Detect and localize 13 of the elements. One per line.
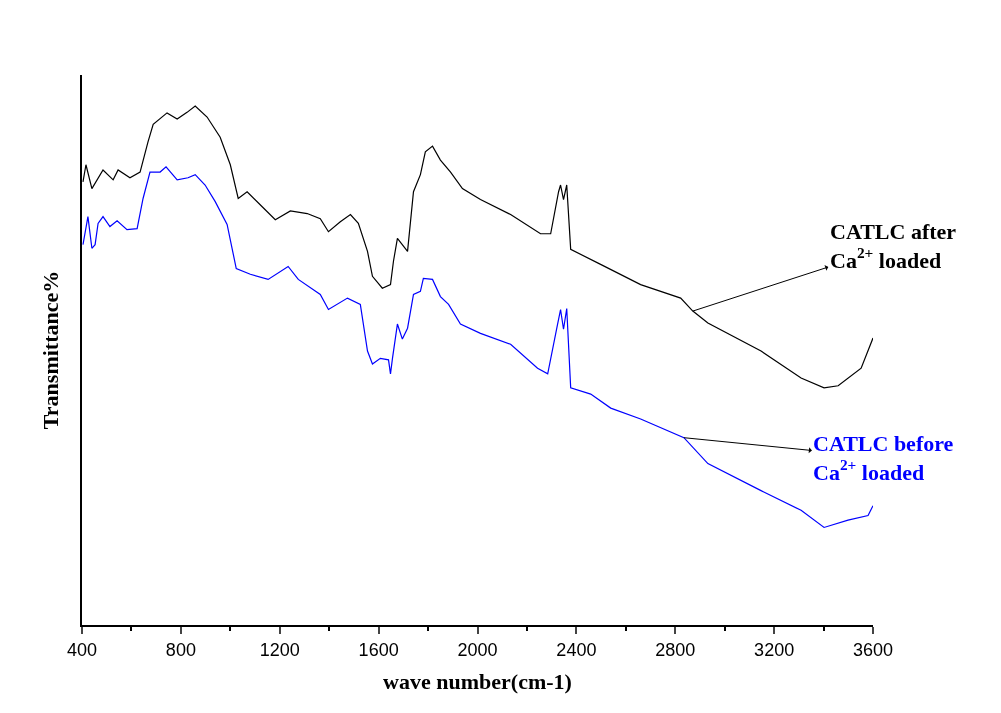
x-tick-label: 1600 [358, 639, 399, 660]
x-axis-title: wave number(cm-1) [383, 669, 572, 694]
y-axis-title: Transmittance% [38, 270, 64, 430]
x-tick-label: 2800 [655, 639, 696, 660]
x-tick-label: 1200 [259, 639, 300, 660]
annotation: CATLC after Ca$^{2+}$ loaded [830, 219, 957, 273]
x-tick-label: 3600 [852, 639, 894, 660]
x-tick-label: 2000 [457, 639, 498, 660]
x-tick-label: 800 [165, 639, 196, 660]
x-tick-label: 400 [66, 639, 98, 660]
annotation: CATLC before Ca$^{2+}$ loaded [813, 431, 954, 485]
x-tick-label: 3200 [754, 639, 795, 660]
x-tick-label: 2400 [556, 639, 597, 660]
